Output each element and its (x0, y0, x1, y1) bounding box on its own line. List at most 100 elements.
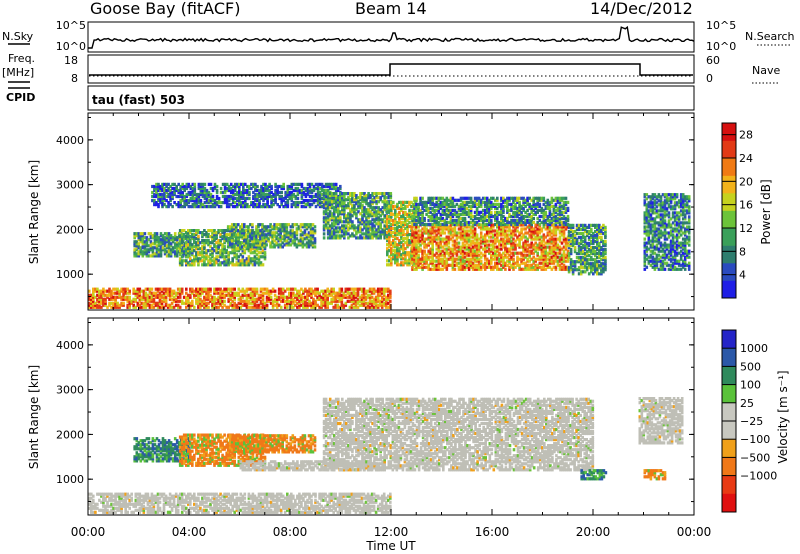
data-cell (143, 252, 147, 256)
data-cell (258, 203, 261, 207)
data-cell (552, 261, 556, 265)
data-cell (267, 293, 271, 297)
data-cell (506, 235, 509, 239)
data-cell (514, 225, 517, 229)
data-cell (159, 232, 163, 236)
data-cell (155, 190, 158, 195)
data-cell (141, 232, 145, 236)
data-cell (546, 245, 550, 249)
data-cell (475, 249, 479, 253)
data-cell (291, 233, 295, 237)
data-cell (500, 233, 503, 237)
data-cell (267, 291, 271, 295)
data-cell (406, 204, 409, 208)
data-cell (560, 241, 564, 245)
data-cell (433, 265, 436, 269)
data-cell (386, 235, 389, 239)
data-cell (322, 192, 326, 196)
data-cell (223, 194, 227, 199)
data-cell (417, 239, 420, 243)
data-cell (128, 299, 131, 303)
data-cell (355, 230, 358, 234)
data-cell (231, 251, 234, 255)
data-cell (201, 255, 204, 259)
data-cell (380, 297, 384, 301)
data-cell (376, 297, 380, 301)
data-cell (153, 252, 157, 256)
data-cell (193, 182, 197, 186)
data-cell (369, 194, 372, 198)
data-cell (215, 255, 218, 259)
data-cell (522, 241, 525, 245)
data-cell (153, 236, 157, 240)
data-cell (475, 243, 479, 247)
data-cell (158, 293, 162, 297)
data-cell (463, 231, 467, 235)
data-cell (526, 259, 529, 263)
data-cell (373, 208, 376, 212)
data-cell (552, 227, 556, 231)
data-cell (351, 194, 354, 198)
data-cell (461, 227, 465, 231)
data-cell (275, 225, 278, 229)
data-cell (235, 303, 239, 307)
data-cell (364, 301, 368, 305)
data-cell (564, 259, 568, 263)
data-cell (500, 247, 503, 251)
data-cell (239, 259, 243, 263)
data-cell (347, 232, 350, 236)
data-cell (361, 208, 364, 212)
data-cell (102, 301, 105, 305)
data-cell (449, 223, 453, 227)
data-cell (328, 198, 332, 202)
data-cell (269, 235, 272, 239)
data-cell (546, 239, 550, 243)
data-cell (205, 287, 208, 291)
data-cell (189, 196, 193, 201)
data-cell (171, 196, 174, 201)
data-cell (387, 192, 391, 196)
data-cell (506, 263, 509, 267)
data-cell (375, 232, 378, 236)
data-cell (167, 192, 170, 197)
data-cell (320, 188, 324, 193)
data-cell (162, 299, 166, 303)
data-cell (257, 223, 260, 227)
data-cell (361, 214, 364, 218)
data-cell (498, 253, 501, 257)
data-cell (270, 203, 273, 207)
data-cell (415, 233, 418, 237)
data-cell (199, 303, 202, 307)
data-cell (197, 205, 201, 209)
data-cell (128, 289, 131, 293)
data-cell (112, 295, 115, 299)
data-cell (485, 231, 489, 235)
data-cell (490, 223, 493, 227)
data-cell (209, 241, 212, 245)
data-cell (213, 257, 216, 261)
data-cell (479, 267, 483, 271)
data-cell (473, 227, 477, 231)
data-cell (417, 225, 420, 229)
data-cell (370, 301, 374, 305)
data-cell (349, 212, 352, 216)
data-cell (326, 214, 330, 218)
data-cell (88, 305, 91, 309)
data-cell (266, 201, 269, 205)
data-cell (394, 216, 397, 221)
data-cell (197, 231, 200, 235)
data-cell (375, 210, 378, 214)
data-cell (447, 225, 451, 229)
data-cell (357, 210, 360, 214)
data-cell (178, 289, 182, 293)
data-cell (191, 199, 195, 203)
data-cell (516, 251, 519, 255)
data-cell (293, 241, 297, 245)
data-cell (411, 247, 414, 251)
data-cell (88, 295, 91, 299)
data-cell (449, 231, 453, 235)
data-cell (247, 255, 251, 259)
data-cell (542, 253, 546, 257)
data-cell (155, 254, 159, 258)
data-cell (238, 201, 241, 205)
